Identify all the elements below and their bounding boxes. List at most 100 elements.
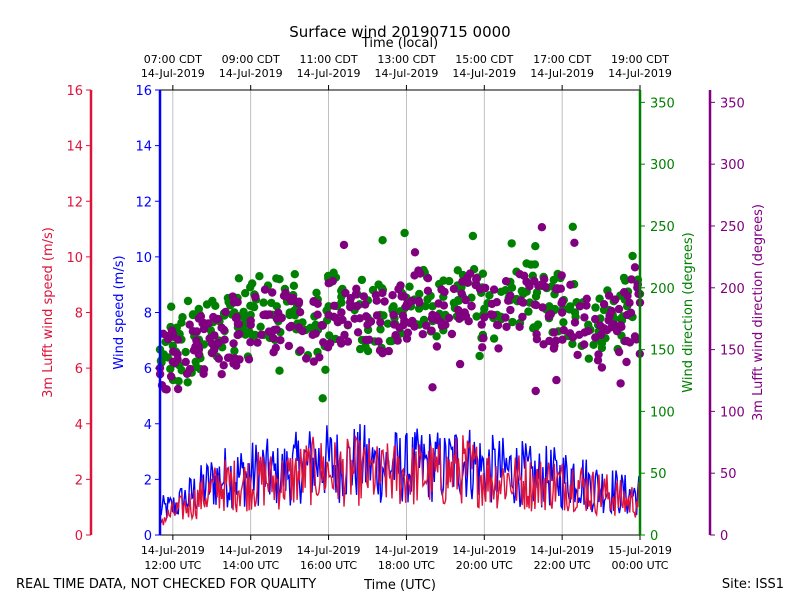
- wind-direction-sample-point: [439, 276, 448, 285]
- 3m-lufft-wind-direction-sample-point: [516, 296, 526, 305]
- 3m-lufft-wind-direction-sample-point: [481, 283, 490, 293]
- 3m-lufft-wind-direction-sample-point: [570, 238, 579, 247]
- 3m-lufft-wind-direction-sample-point: [461, 295, 470, 305]
- site-label: Site: ISS1: [722, 577, 784, 592]
- wind-direction-sample-point: [321, 365, 330, 374]
- 3m-lufft-wind-direction-sample-point: [189, 346, 199, 355]
- 3m-lufft-wind-direction-sample-point: [329, 312, 338, 321]
- 3m-lufft-wind-direction-sample-point: [353, 328, 363, 337]
- 3m-lufft-wind-direction-sample-point: [593, 356, 603, 365]
- wind-direction-sample-point: [478, 269, 488, 278]
- 3m-lufft-wind-direction-sample-point: [423, 286, 433, 295]
- 3m-lufft-wind-direction-sample-point: [372, 296, 381, 305]
- top-tick-label-time: 07:00 CDT: [144, 53, 202, 66]
- 3m-lufft-wind-direction-sample-point: [361, 300, 370, 309]
- 3m-lufft-wind-direction-sample-point: [166, 372, 176, 381]
- wind-direction-sample-point: [329, 268, 338, 277]
- wind-speed-tick-label: 2: [144, 473, 152, 488]
- top-tick-label-date: 14-Jul-2019: [141, 67, 205, 80]
- wind-direction-sample-point: [363, 346, 373, 356]
- 3m-lufft-wind-direction-point: [570, 318, 580, 327]
- 3m-lufft-wind-direction-sample-point: [549, 344, 559, 353]
- lufft-direction-tick-label: 100: [720, 405, 745, 420]
- 3m-lufft-wind-direction-sample-point: [221, 307, 230, 317]
- 3m-lufft-wind-direction-sample-point: [502, 322, 511, 331]
- wind-speed-line: [159, 424, 641, 519]
- 3m-lufft-wind-direction-sample-point: [418, 330, 427, 339]
- chart-title: Surface wind 20190715 0000: [289, 23, 510, 41]
- 3m-lufft-wind-direction-sample-point: [617, 322, 626, 332]
- top-tick-label-date: 14-Jul-2019: [530, 67, 594, 80]
- wind-speed-tick-label: 14: [135, 140, 152, 155]
- 3m-lufft-wind-direction-sample-point: [261, 310, 270, 319]
- wind-direction-sample-point: [234, 274, 244, 283]
- 3m-lufft-wind-direction-sample-point: [591, 333, 600, 342]
- 3m-lufft-wind-direction-sample-point: [467, 301, 476, 311]
- lufft-speed-tick-label: 16: [66, 84, 83, 99]
- wind-direction-sample-point: [591, 303, 600, 312]
- 3m-lufft-wind-direction-sample-point: [313, 299, 322, 308]
- wind-speed-tick-label: 8: [144, 307, 152, 322]
- 3m-lufft-wind-direction-sample-point: [632, 335, 641, 344]
- 3m-lufft-wind-direction-sample-point: [492, 298, 501, 307]
- 3m-lufft-wind-direction-sample-point: [614, 304, 624, 314]
- 3m-lufft-wind-direction-sample-point: [439, 301, 449, 310]
- 3m-lufft-wind-direction-sample-point: [414, 266, 423, 275]
- 3m-lufft-wind-direction-sample-point: [616, 379, 625, 388]
- 3m-lufft-wind-direction-sample-point: [461, 311, 471, 321]
- 3m-lufft-wind-direction-sample-point: [343, 320, 353, 329]
- 3m-lufft-wind-direction-sample-point: [244, 355, 254, 364]
- 3m-lufft-wind-direction-sample-point: [515, 322, 524, 331]
- 3m-lufft-wind-direction-sample-point: [399, 292, 409, 301]
- 3m-lufft-wind-direction-sample-point: [610, 320, 619, 329]
- wind-direction-sample-point: [405, 282, 414, 291]
- bottom-tick-label-date: 14-Jul-2019: [141, 544, 205, 557]
- 3m-lufft-wind-direction-sample-point: [607, 306, 616, 316]
- top-tick-label-time: 19:00 CDT: [611, 53, 669, 66]
- wind-speed-axis-label: Wind speed (m/s): [112, 255, 127, 369]
- 3m-lufft-wind-direction-sample-point: [378, 288, 387, 298]
- wind-direction-tick-label: 250: [650, 220, 675, 235]
- wind-direction-sample-point: [475, 351, 484, 361]
- wind-direction-sample-point: [275, 366, 284, 375]
- 3m-lufft-wind-direction-sample-point: [538, 303, 547, 312]
- lufft-direction-tick-label: 300: [720, 158, 745, 173]
- 3m-lufft-wind-direction-sample-point: [501, 277, 511, 286]
- wind-speed-tick-label: 4: [144, 418, 152, 433]
- speed-lines: [159, 424, 641, 526]
- top-tick-label-time: 09:00 CDT: [222, 53, 280, 66]
- wind-direction-sample-point: [532, 288, 542, 297]
- 3m-lufft-wind-direction-sample-point: [329, 301, 339, 310]
- 3m-lufft-wind-direction-sample-point: [163, 334, 173, 344]
- 3m-lufft-wind-direction-sample-point: [575, 302, 585, 311]
- 3m-lufft-wind-direction-sample-point: [546, 309, 555, 319]
- 3m-lufft-wind-direction-sample-point: [573, 350, 582, 360]
- 3m-lufft-wind-direction-sample-point: [296, 346, 305, 355]
- 3m-lufft-wind-direction-sample-point: [465, 269, 475, 278]
- 3m-lufft-wind-direction-sample-point: [269, 333, 278, 343]
- wind-direction-tick-label: 50: [650, 467, 667, 482]
- 3m-lufft-wind-direction-sample-point: [559, 325, 568, 335]
- 3m-lufft-wind-direction-sample-point: [532, 335, 542, 344]
- 3m-lufft-wind-direction-sample-point: [343, 337, 353, 346]
- 3m-lufft-wind-direction-sample-point: [545, 336, 554, 346]
- bottom-tick-label-date: 14-Jul-2019: [452, 544, 516, 557]
- 3m-lufft-wind-direction-sample-point: [552, 375, 561, 385]
- bottom-tick-label-date: 14-Jul-2019: [219, 544, 283, 557]
- lufft-direction-tick-label: 200: [720, 282, 745, 297]
- wind-direction-sample-point: [489, 334, 499, 343]
- wind-direction-sample-point: [312, 288, 321, 297]
- 3m-lufft-wind-direction-sample-point: [558, 297, 567, 306]
- 3m-lufft-wind-direction-sample-point: [192, 327, 202, 336]
- 3m-lufft-wind-direction-sample-point: [471, 281, 480, 290]
- 3m-lufft-wind-direction-sample-point: [209, 312, 218, 322]
- 3m-lufft-wind-direction-sample-point: [346, 302, 355, 312]
- bottom-tick-label-time: 18:00 UTC: [378, 559, 435, 572]
- 3m-lufft-wind-direction-sample-point: [294, 323, 304, 332]
- lufft-direction-tick-label: 50: [720, 467, 737, 482]
- bottom-tick-label-time: 12:00 UTC: [144, 559, 201, 572]
- 3m-lufft-wind-direction-sample-point: [621, 336, 630, 346]
- lufft-speed-tick-label: 0: [75, 529, 83, 544]
- 3m-lufft-wind-direction-sample-point: [308, 330, 317, 339]
